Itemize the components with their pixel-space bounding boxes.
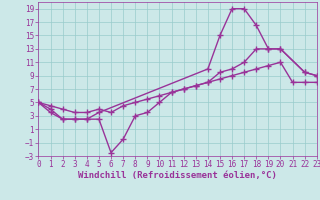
X-axis label: Windchill (Refroidissement éolien,°C): Windchill (Refroidissement éolien,°C) (78, 171, 277, 180)
